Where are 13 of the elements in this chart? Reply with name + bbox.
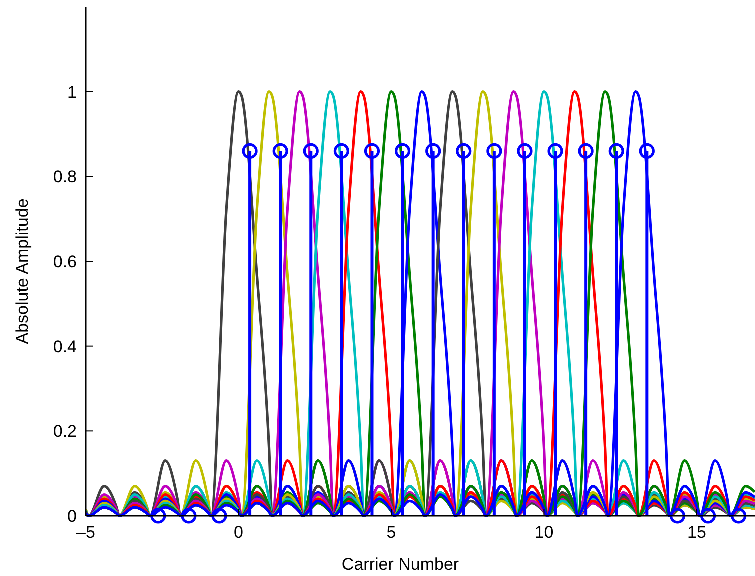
y-tick-label: 0.2: [53, 422, 77, 442]
y-tick-label: 1: [68, 82, 77, 102]
y-tick-label: 0.4: [53, 337, 77, 356]
x-tick-label: –5: [76, 523, 96, 542]
x-tick-label: 5: [386, 523, 396, 542]
y-tick-label: 0.8: [53, 168, 77, 187]
x-tick-label: 0: [234, 523, 244, 542]
y-tick-label: 0.6: [53, 252, 77, 272]
y-axis-title: Absolute Amplitude: [13, 198, 32, 344]
x-axis-title: Carrier Number: [342, 555, 460, 574]
x-tick-label: 10: [534, 523, 554, 542]
x-tick-label: 15: [688, 523, 706, 542]
y-tick-label: 0: [68, 506, 77, 526]
